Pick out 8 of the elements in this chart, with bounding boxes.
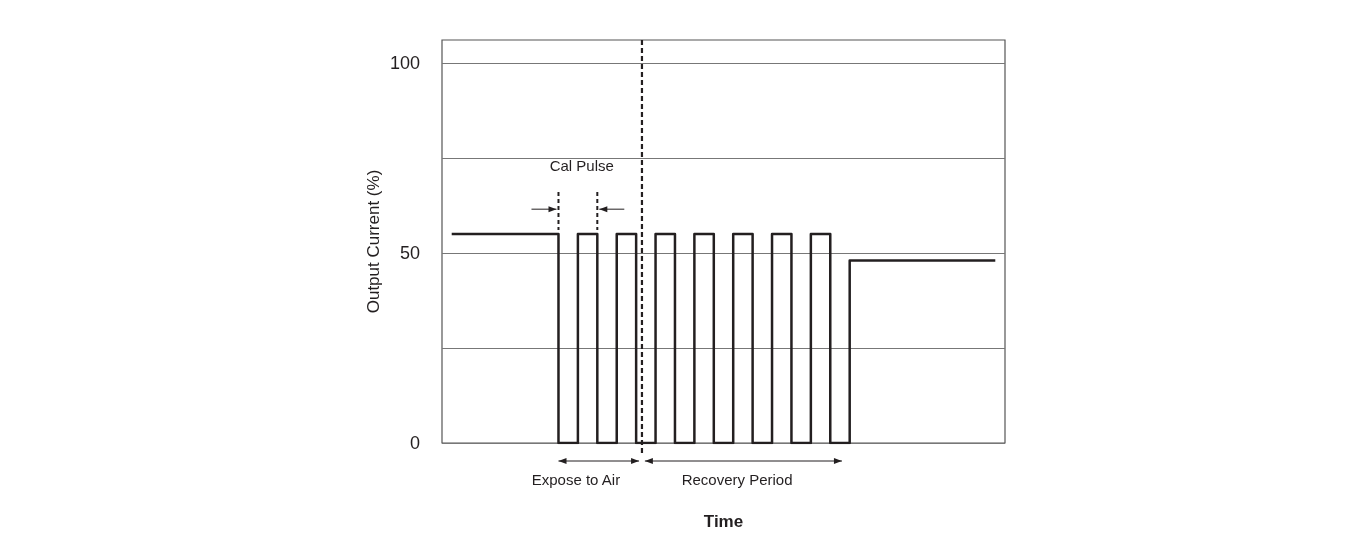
text: Recovery Period	[681, 471, 793, 488]
annotation: Cal Pulse	[549, 157, 614, 175]
x-axis-title: Time	[703, 512, 744, 531]
y-tick-label: 100	[389, 52, 420, 73]
text: Expose to Air	[531, 471, 621, 488]
y-axis-title: Output Current (%)	[364, 169, 383, 314]
y-tick-label: 0	[409, 433, 420, 453]
y-tick-label: 50	[399, 242, 420, 263]
